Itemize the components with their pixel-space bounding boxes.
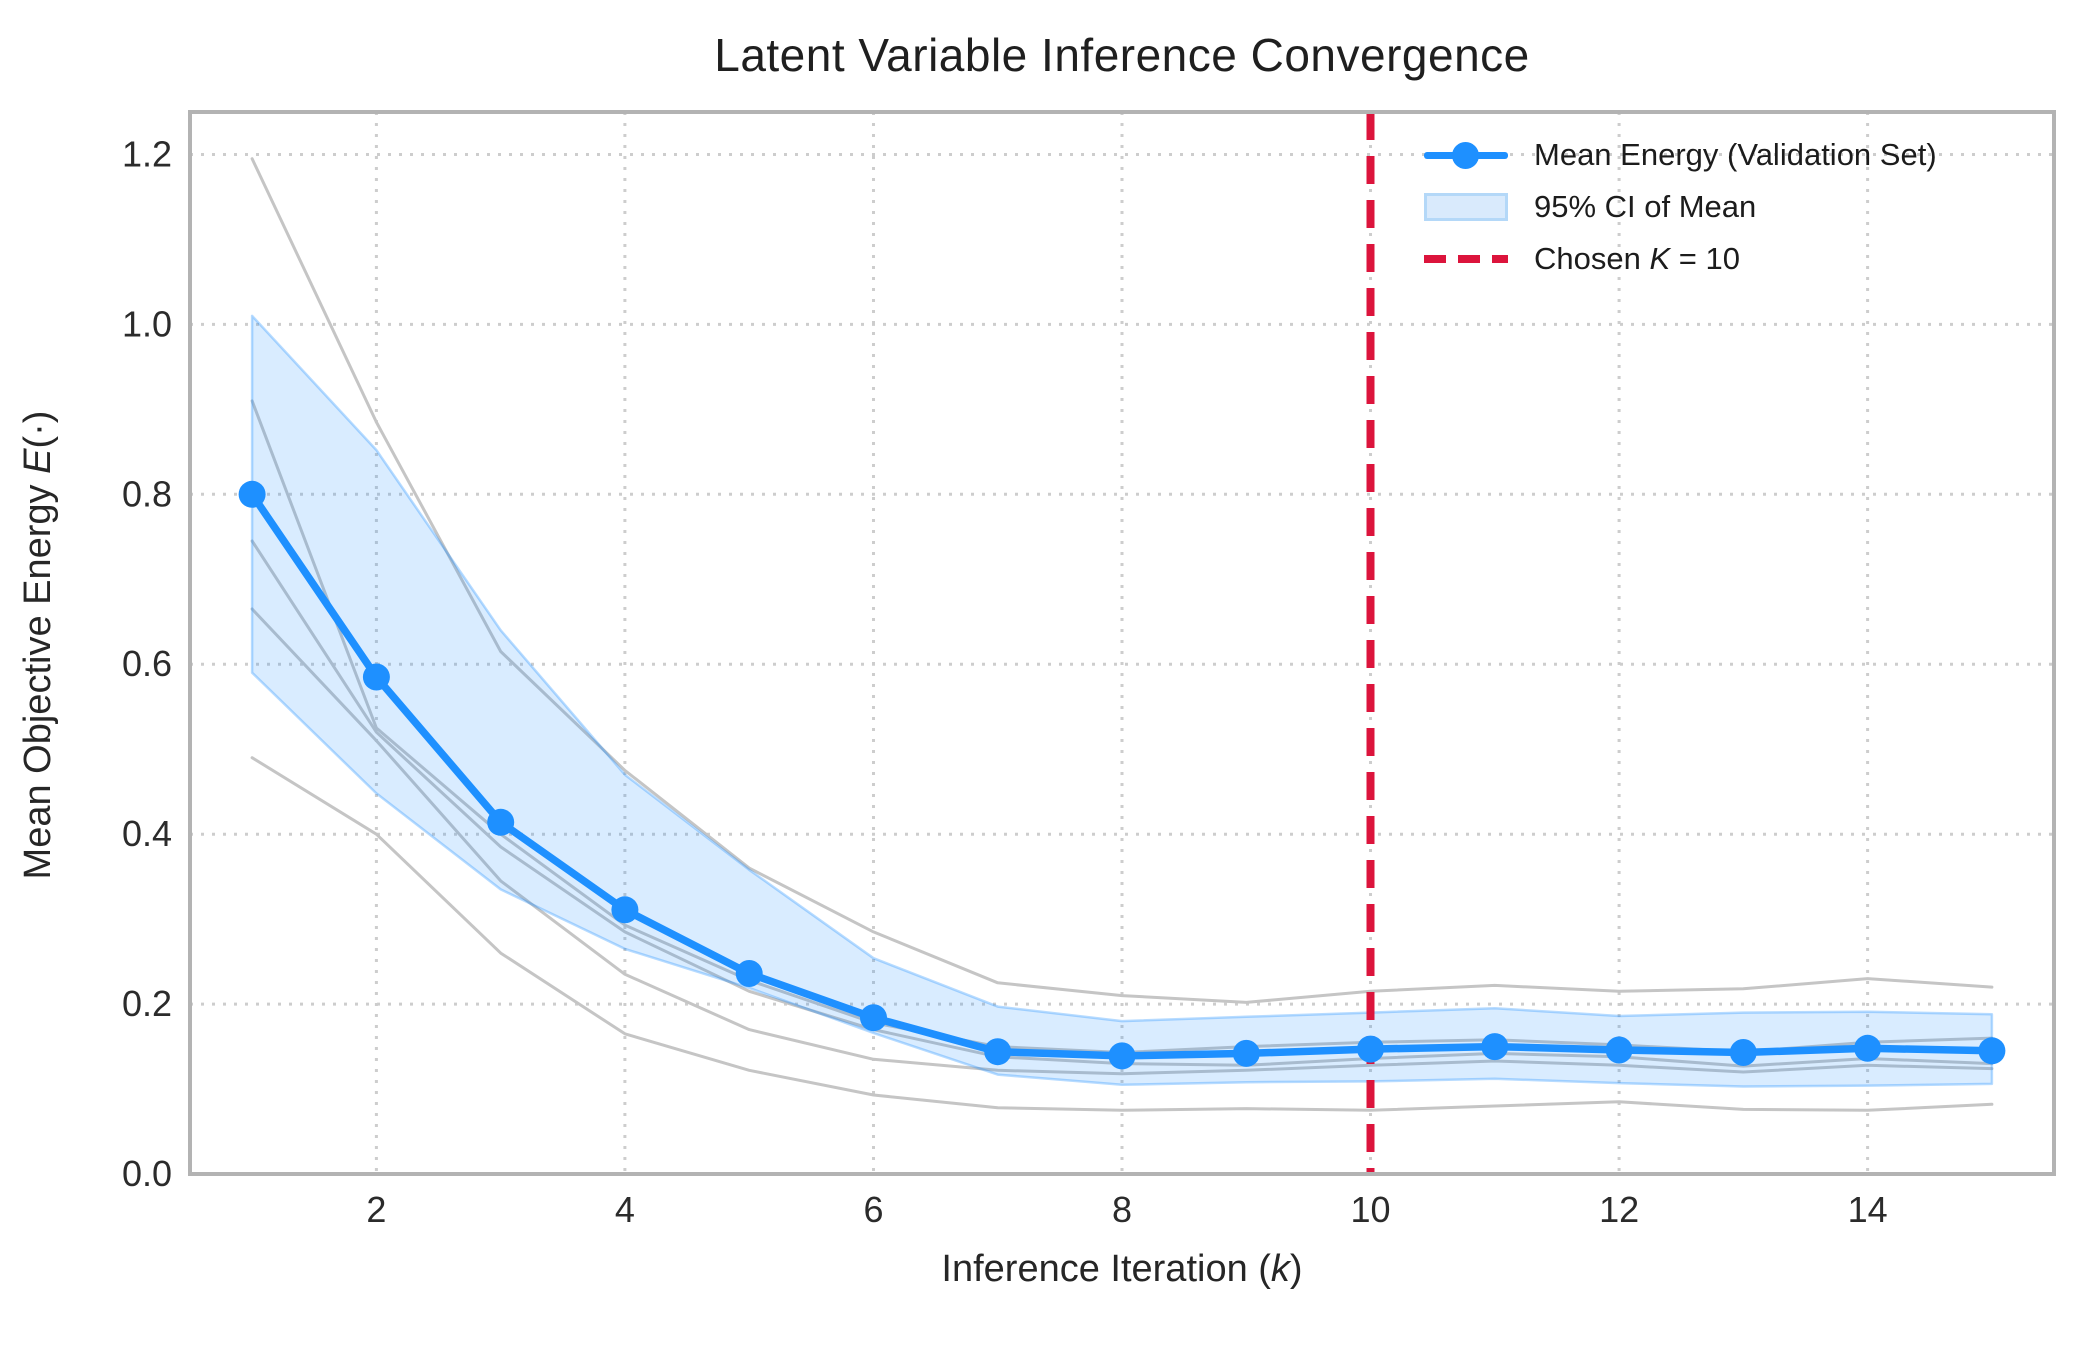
legend-chosen-k-italic: K	[1649, 241, 1671, 276]
mean-energy-marker	[1978, 1037, 2006, 1065]
y-axis-label-post: (·)	[17, 410, 59, 449]
ci-band	[250, 314, 1994, 1088]
y-tick-label: 1.2	[122, 134, 172, 175]
y-tick-label: 1.0	[122, 303, 172, 344]
mean-energy-marker	[984, 1038, 1012, 1066]
individual-trace-line-1	[250, 157, 1994, 1004]
legend-mean-dot-icon	[1452, 141, 1479, 169]
x-axis-label-post: )	[1289, 1248, 1303, 1290]
y-tick-label: 0.2	[122, 983, 172, 1024]
mean-energy-marker	[238, 480, 266, 508]
legend-item-chosen-k: Chosen K = 10	[1424, 240, 1937, 278]
legend-chosen-k-post: = 10	[1670, 241, 1740, 276]
x-tick-label: 4	[615, 1189, 635, 1230]
x-axis-label-italic: k	[1270, 1248, 1290, 1290]
mean-energy-marker	[1605, 1036, 1633, 1064]
y-axis-label: Mean Objective Energy E(·)	[17, 345, 59, 945]
legend-label-chosen-k: Chosen K = 10	[1534, 241, 1740, 277]
individual-trace-line-5	[250, 756, 1994, 1112]
legend-label-mean-energy: Mean Energy (Validation Set)	[1534, 137, 1937, 172]
x-axis-label-pre: Inference Iteration (	[941, 1248, 1271, 1290]
mean-energy-marker	[1729, 1039, 1757, 1066]
y-tick-label: 0.6	[122, 643, 172, 684]
y-axis-label-pre: Mean Objective Energy	[17, 473, 59, 880]
y-tick-label: 0.4	[122, 813, 172, 854]
legend-ci-patch-swatch	[1424, 193, 1508, 221]
mean-energy-marker	[487, 808, 515, 836]
legend-line-marker-swatch	[1424, 141, 1508, 169]
axes-frame	[188, 110, 2056, 1176]
mean-energy-marker	[1357, 1035, 1384, 1063]
x-tick-label: 6	[863, 1189, 883, 1230]
legend-item-mean-energy: Mean Energy (Validation Set)	[1424, 136, 1937, 174]
legend-chosen-k-pre: Chosen	[1534, 241, 1650, 276]
mean-energy-marker	[1232, 1039, 1260, 1067]
y-tick-label: 0.0	[122, 1153, 172, 1194]
mean-energy-marker	[1481, 1033, 1509, 1061]
mean-energy-marker	[611, 896, 639, 924]
mean-energy-marker	[1854, 1034, 1882, 1062]
chart-title: Latent Variable Inference Convergence	[714, 29, 1530, 81]
x-tick-label: 8	[1112, 1189, 1132, 1230]
x-axis-label: Inference Iteration (k)	[190, 1248, 2054, 1291]
legend-dashed-line-swatch	[1424, 255, 1508, 263]
x-tick-label: 12	[1599, 1189, 1639, 1230]
mean-energy-marker	[1108, 1042, 1136, 1070]
individual-trace-line-4	[250, 607, 1994, 1076]
mean-energy-marker	[860, 1004, 887, 1032]
x-tick-label: 10	[1350, 1189, 1390, 1230]
y-axis-label-italic: E	[17, 448, 59, 474]
legend-item-ci: 95% CI of Mean	[1424, 188, 1937, 226]
legend: Mean Energy (Validation Set) 95% CI of M…	[1424, 136, 1937, 278]
legend-ci-patch-icon	[1424, 193, 1508, 221]
y-tick-label: 0.8	[122, 473, 172, 514]
x-tick-label: 14	[1848, 1189, 1888, 1230]
legend-vline-dash-icon	[1424, 255, 1508, 263]
legend-label-ci: 95% CI of Mean	[1534, 189, 1757, 224]
mean-energy-marker	[735, 960, 763, 987]
mean-energy-marker	[362, 663, 390, 691]
x-tick-label: 2	[366, 1189, 386, 1230]
